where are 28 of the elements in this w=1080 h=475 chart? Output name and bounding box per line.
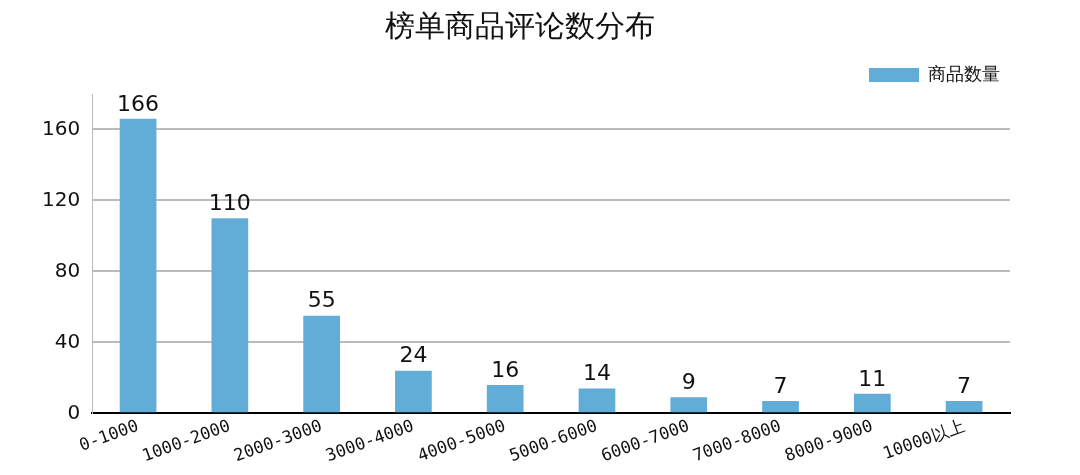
data-label: 166 [117,90,160,116]
y-tick-label: 160 [41,115,81,140]
chart-title: 榜单商品评论数分布 [385,7,655,43]
data-label: 16 [491,356,520,382]
bar [119,118,157,413]
data-label: 7 [773,372,788,398]
data-label: 24 [399,342,428,368]
bar [211,218,249,413]
y-tick-label: 80 [54,257,81,282]
bar [945,400,983,413]
legend-label: 商品数量 [928,62,1000,84]
y-tick-label: 120 [41,186,81,211]
bar [395,370,432,413]
bar [762,400,799,413]
bar [303,315,340,413]
bar [486,384,524,413]
bar [853,393,891,413]
data-label: 7 [957,372,972,398]
data-label: 14 [582,360,611,386]
x-tick-label: 10000以上 [880,415,967,463]
bar [670,397,708,413]
data-label: 110 [208,189,251,215]
y-tick-label: 0 [67,399,81,424]
bar [578,388,616,413]
data-label: 11 [858,365,887,391]
data-label: 9 [681,369,696,395]
data-label: 55 [307,287,336,313]
y-tick-label: 40 [54,328,81,353]
